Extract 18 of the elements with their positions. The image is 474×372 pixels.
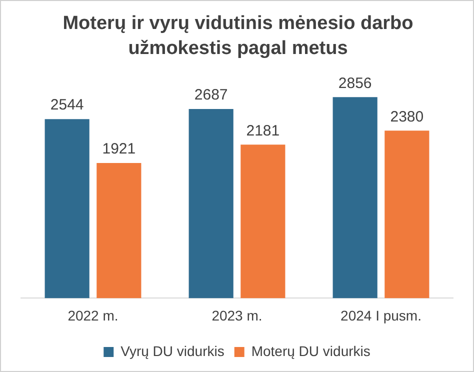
bar xyxy=(96,162,142,298)
bar xyxy=(44,119,90,298)
x-tick-label: 2024 I pusm. xyxy=(340,307,422,324)
data-label: 2687 xyxy=(194,86,228,104)
data-label: 1921 xyxy=(102,140,136,158)
bar xyxy=(188,109,234,298)
x-tick-label: 2023 m. xyxy=(212,307,262,324)
bar xyxy=(240,144,286,298)
chart-title: Moterų ir vyrų vidutinis mėnesio darbo užmokestis pagal metus xyxy=(62,12,414,61)
legend-label: Vyrų DU vidurkis xyxy=(120,342,224,359)
data-label: 2856 xyxy=(338,74,372,92)
x-tick-label: 2022 m. xyxy=(68,307,118,324)
bar xyxy=(384,130,430,298)
bar xyxy=(332,97,378,298)
data-label: 2380 xyxy=(390,108,424,126)
data-label: 2544 xyxy=(50,96,84,114)
data-label: 2181 xyxy=(246,122,280,140)
legend-label: Moterų DU vidurkis xyxy=(251,342,370,359)
